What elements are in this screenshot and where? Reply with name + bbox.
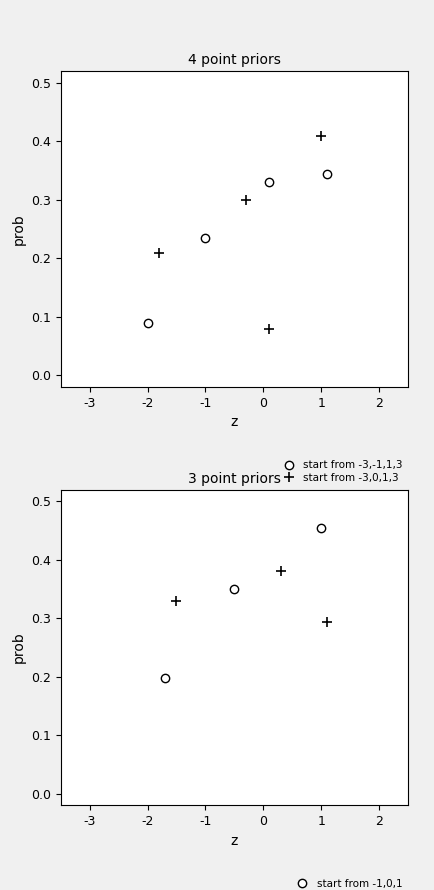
Y-axis label: prob: prob — [11, 632, 26, 663]
Legend: start from -3,-1,1,3, start from -3,0,1,3: start from -3,-1,1,3, start from -3,0,1,… — [278, 460, 403, 483]
Title: 4 point priors: 4 point priors — [188, 53, 281, 68]
Legend: start from -1,0,1, start from -1,1,2: start from -1,0,1, start from -1,1,2 — [292, 878, 403, 890]
X-axis label: z: z — [231, 834, 238, 848]
Title: 3 point priors: 3 point priors — [188, 472, 281, 486]
Y-axis label: prob: prob — [11, 214, 26, 245]
X-axis label: z: z — [231, 416, 238, 430]
